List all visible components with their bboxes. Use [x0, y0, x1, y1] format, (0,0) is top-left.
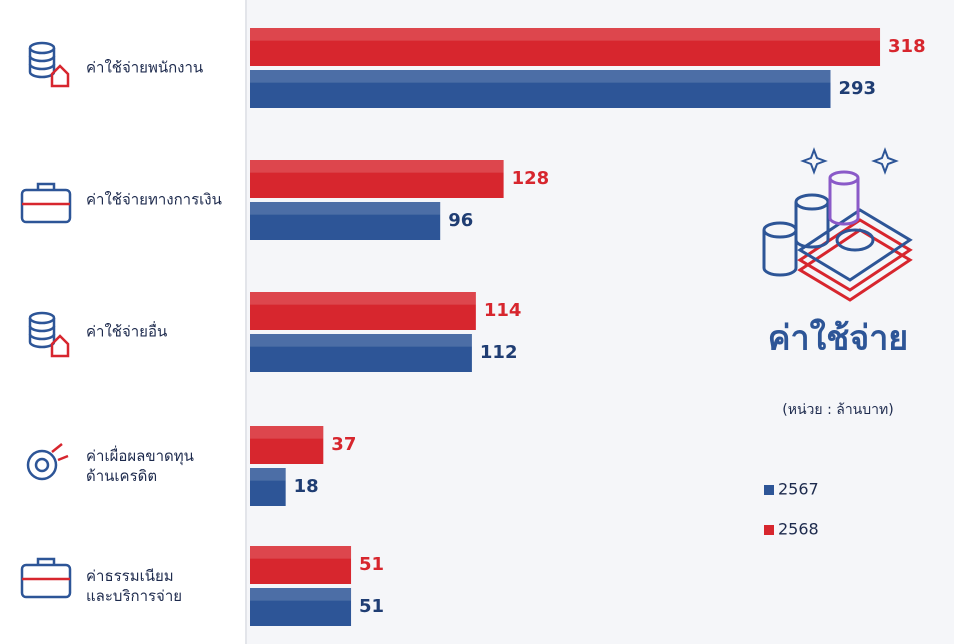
legend-label: 2567 — [778, 480, 819, 499]
bar-highlight — [250, 588, 352, 601]
value-label: 318 — [888, 36, 926, 57]
illustration — [762, 147, 913, 302]
category-label: ค่าใช้จ่ายทางการเงิน — [86, 191, 222, 209]
bar — [250, 334, 472, 372]
bar-highlight — [250, 426, 324, 439]
bar-highlight — [250, 468, 286, 481]
chart-subtitle: (หน่วย : ล้านบาท) — [782, 402, 893, 418]
bar-highlight — [250, 334, 472, 347]
bar-highlight — [250, 202, 441, 215]
bar-highlight — [250, 546, 352, 559]
bar-highlight — [250, 70, 831, 83]
value-label: 112 — [480, 342, 518, 363]
category-label: ค่าธรรมเนียมและบริการจ่าย — [86, 567, 182, 605]
bar — [250, 202, 441, 240]
value-label: 37 — [331, 434, 356, 455]
bar — [250, 546, 352, 584]
bar-highlight — [250, 28, 881, 41]
bar — [250, 468, 286, 506]
bar — [250, 28, 881, 66]
bar — [250, 426, 324, 464]
category-label: ค่าเผื่อผลขาดทุนด้านเครดิต — [86, 445, 194, 485]
legend-label: 2568 — [778, 520, 819, 539]
value-label: 114 — [484, 300, 522, 321]
value-label: 96 — [448, 210, 473, 231]
category-label: ค่าใช้จ่ายอื่น — [86, 321, 167, 341]
category-label: ค่าใช้จ่ายพนักงาน — [86, 59, 203, 77]
chart-title: ค่าใช้จ่าย — [768, 318, 908, 359]
value-label: 51 — [359, 596, 384, 617]
value-label: 128 — [512, 168, 550, 189]
bar — [250, 292, 476, 330]
bar-highlight — [250, 292, 476, 305]
bar-highlight — [250, 160, 504, 173]
bar — [250, 588, 352, 626]
bar — [250, 160, 504, 198]
value-label: 18 — [294, 476, 319, 497]
legend-swatch — [764, 485, 774, 495]
value-label: 51 — [359, 554, 384, 575]
bar — [250, 70, 831, 108]
category-icons — [20, 41, 72, 599]
legend-swatch — [764, 525, 774, 535]
value-label: 293 — [839, 78, 877, 99]
